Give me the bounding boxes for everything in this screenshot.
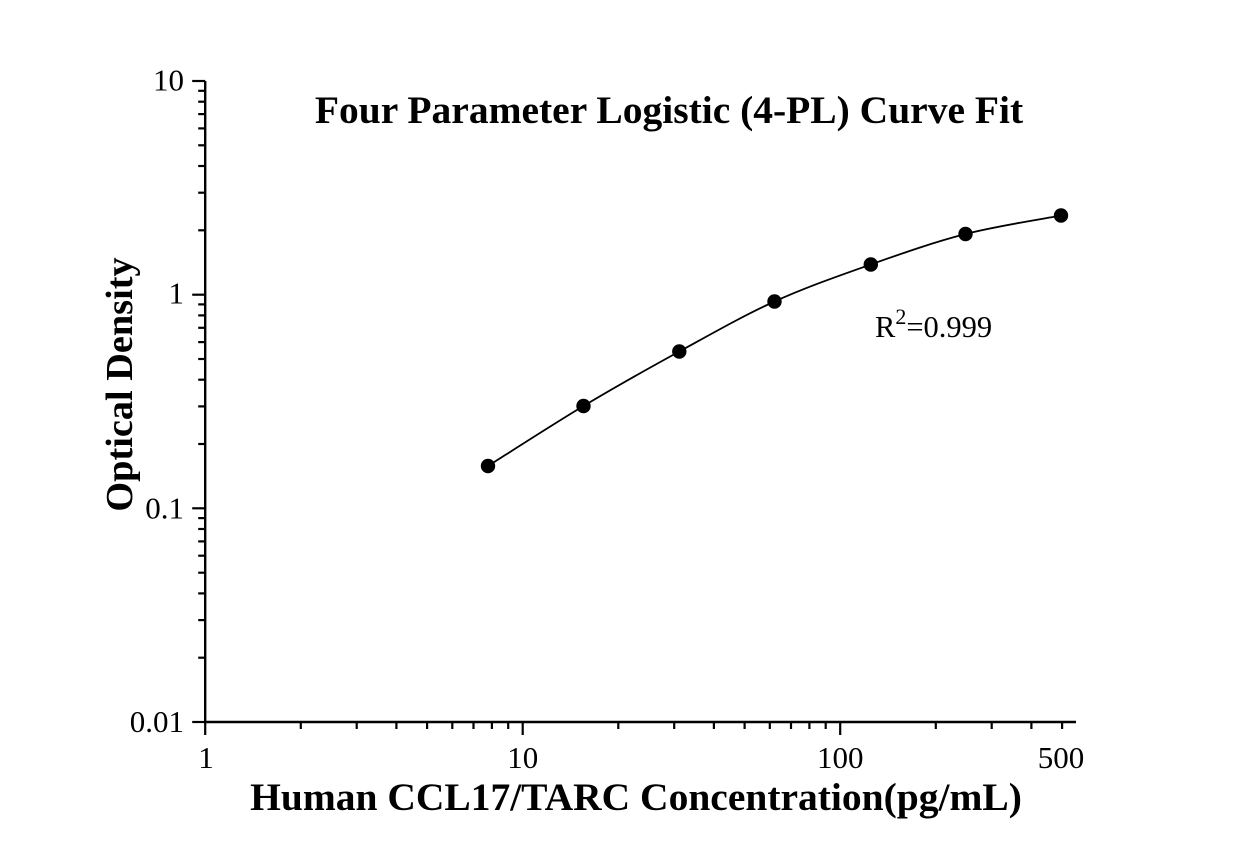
svg-text:Four Parameter Logistic (4-PL): Four Parameter Logistic (4-PL) Curve Fit [315,88,1023,132]
svg-text:100: 100 [817,740,864,775]
svg-text:500: 500 [1038,740,1085,775]
svg-text:10: 10 [507,740,538,775]
svg-text:0.1: 0.1 [145,491,184,526]
svg-text:0.01: 0.01 [130,704,184,739]
svg-text:1: 1 [198,740,214,775]
svg-text:1: 1 [169,276,185,311]
svg-text:10: 10 [153,63,184,98]
svg-text:R2=0.999: R2=0.999 [875,304,992,344]
svg-text:Human CCL17/TARC Concentration: Human CCL17/TARC Concentration(pg/mL) [250,775,1022,819]
svg-text:Optical Density: Optical Density [99,257,141,511]
